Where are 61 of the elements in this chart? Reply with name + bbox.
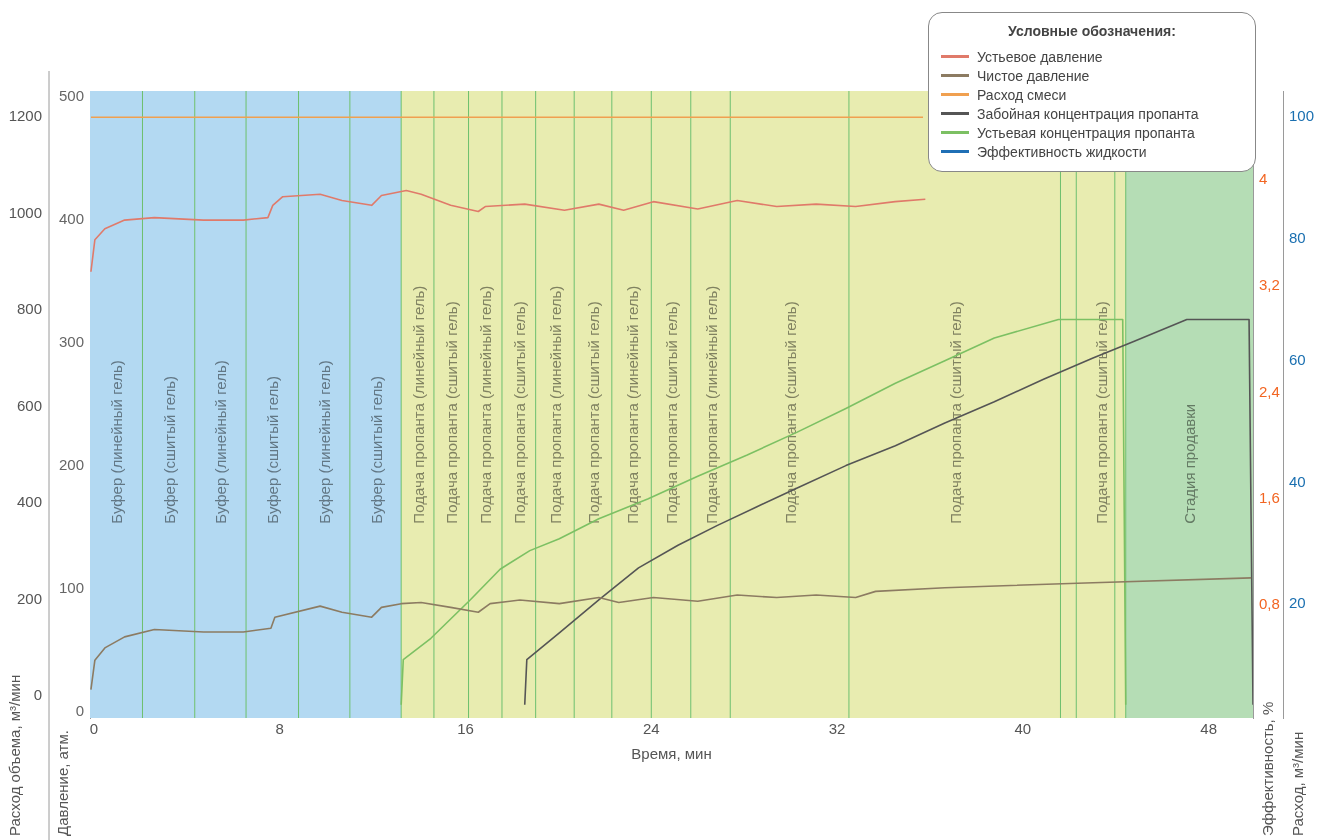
y2-tick-label: 3,2 — [1259, 276, 1280, 294]
y-tick-label: 200 — [58, 456, 84, 474]
band-label: Стадия продавки — [1181, 403, 1199, 524]
band-label: Подача пропанта (линейный гель) — [623, 285, 641, 524]
y3-tick-label: 80 — [1289, 229, 1306, 247]
y3-tick-label: 60 — [1289, 350, 1306, 368]
text: 1000 — [8, 203, 42, 221]
text: 1200 — [8, 107, 42, 125]
legend-label: Устьевая концентрация пропанта — [977, 124, 1195, 141]
x-tick-label: 16 — [457, 720, 474, 738]
y3-tick-label: 40 — [1289, 472, 1306, 490]
text: 800 — [16, 300, 42, 318]
y3-tick-label: 20 — [1289, 594, 1306, 612]
legend-label: Эффективность жидкости — [977, 143, 1147, 160]
band-label: Буфер (сшитый гель) — [264, 375, 282, 524]
x-tick-label: 48 — [1200, 720, 1217, 738]
x-tick-label: 8 — [275, 720, 284, 738]
y3-tick-label: 100 — [1289, 107, 1315, 125]
band-label: Подача пропанта (сшитый гель) — [585, 301, 603, 524]
band-label: Подача пропанта (сшитый гель) — [443, 301, 461, 524]
y-axis-title: Давление, атм. — [54, 730, 72, 836]
y2-tick-label: 4 — [1259, 170, 1268, 188]
band-label: Подача пропанта (линейный гель) — [477, 285, 495, 524]
legend-label: Чистое давление — [977, 67, 1090, 84]
band-label: Буфер (линейный гель) — [212, 360, 230, 524]
y3-axis-title: Расход, м³/мин — [1289, 731, 1307, 836]
band-label: Буфер (линейный гель) — [316, 360, 334, 524]
text: 0 — [33, 686, 42, 704]
text: Расход объема, м³/мин — [6, 674, 24, 836]
band-label: Подача пропанта (линейный гель) — [546, 285, 564, 524]
legend-title: Условные обозначения: — [1007, 23, 1177, 39]
y-tick-label: 0 — [75, 701, 84, 719]
x-tick-label: 0 — [89, 720, 99, 738]
y2-tick-label: 1,6 — [1259, 488, 1280, 506]
text: 200 — [16, 589, 42, 607]
band-label: Подача пропанта (линейный гель) — [409, 285, 427, 524]
y-tick-label: 100 — [58, 579, 84, 597]
legend-label: Устьевое давление — [977, 48, 1103, 65]
band-label: Буфер (линейный гель) — [108, 360, 126, 524]
x-tick-label: 24 — [642, 720, 660, 738]
y2-tick-label: 0,8 — [1259, 595, 1280, 613]
band-label: Подача пропанта (сшитый гель) — [1093, 301, 1111, 524]
y-tick-label: 300 — [58, 333, 84, 351]
text: 600 — [16, 396, 42, 414]
y-tick-label: 400 — [58, 210, 84, 228]
y-tick-label: 500 — [58, 87, 84, 105]
y2-axis-title: Эффективность, % — [1259, 701, 1277, 836]
band-label: Подача пропанта (сшитый гель) — [781, 301, 799, 524]
band-label: Буфер (сшитый гель) — [367, 375, 385, 524]
band-label: Подача пропанта (линейный гель) — [702, 285, 720, 524]
legend-label: Забойная концентрация пропанта — [977, 105, 1199, 122]
y2-tick-label: 2,4 — [1259, 382, 1280, 400]
x-tick-label: 40 — [1014, 720, 1032, 738]
band-label: Подача пропанта (сшитый гель) — [946, 301, 964, 524]
x-axis-title: Время, мин — [631, 745, 712, 763]
text: 400 — [16, 493, 42, 511]
x-tick-label: 32 — [828, 720, 846, 738]
band-label: Подача пропанта (сшитый гель) — [663, 301, 681, 524]
legend-label: Расход смеси — [977, 86, 1067, 103]
band-label: Подача пропанта (сшитый гель) — [510, 301, 528, 524]
band-label: Буфер (сшитый гель) — [160, 375, 178, 524]
